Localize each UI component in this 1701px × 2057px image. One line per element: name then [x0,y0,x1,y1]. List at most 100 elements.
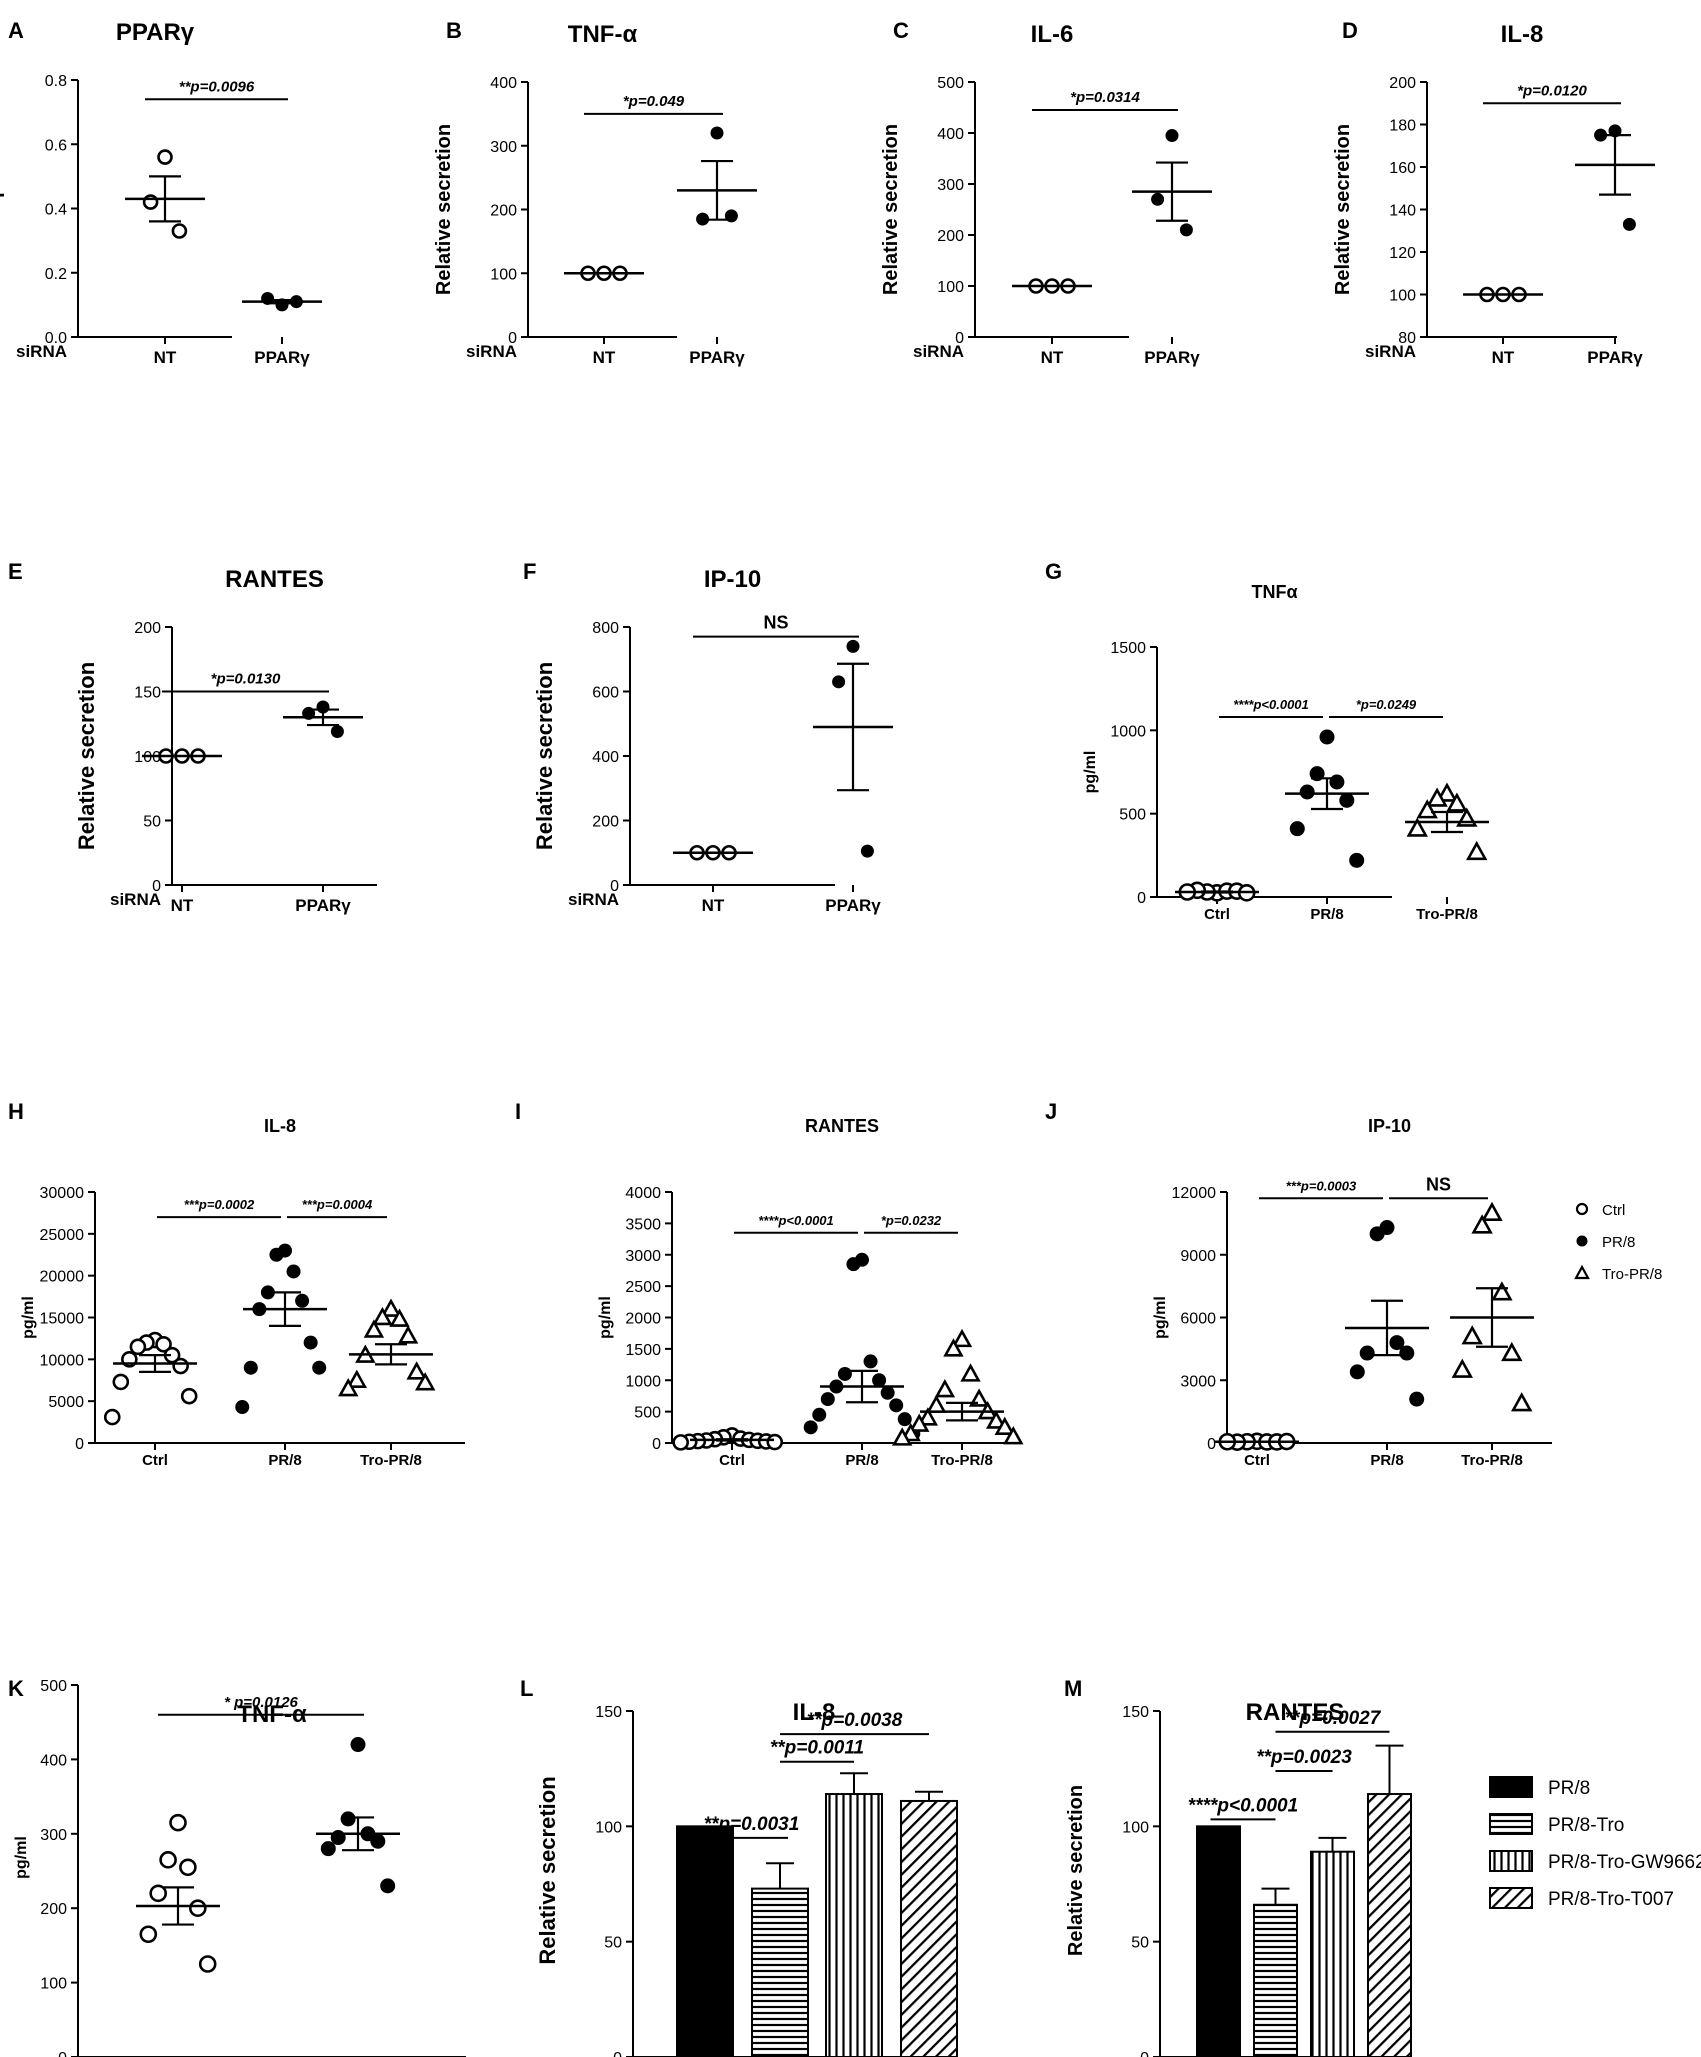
significance-label: **p=0.0038 [807,1710,903,1731]
y-tick-label: 0 [955,330,964,347]
data-point [1179,223,1193,237]
y-tick-label: 50 [604,1935,622,1952]
data-point [1416,799,1438,819]
y-tick-label: 0.6 [45,137,67,154]
y-tick-label: 200 [592,814,619,831]
data-point [710,126,724,140]
data-point [985,1410,1007,1429]
legend-label: Ctrl [1602,1202,1625,1219]
panel-d: D IL-8 80 100 120 140 160 180 200 Relative secret… [1332,18,1655,367]
data-point [1003,1426,1024,1445]
panel-label: M [1064,1676,1082,1701]
y-tick-label: 20000 [40,1269,85,1286]
x-tick-label: NT [1492,348,1515,367]
data-point [1491,1281,1513,1301]
y-tick-label: 3000 [1180,1373,1216,1390]
data-point [1339,792,1355,808]
y-tick-label: 50 [143,814,161,831]
significance-label: NS [1426,1174,1451,1194]
y-tick-label: 10000 [40,1352,85,1369]
data-point [159,1851,177,1869]
chart-title: IL-8 [793,1699,836,1726]
x-tick-label: PPARγ [1587,348,1643,367]
y-tick-label: 200 [134,620,161,637]
y-tick-label: 150 [595,1704,622,1721]
data-point [1319,729,1335,745]
chart-title: IL-8 [264,1116,296,1136]
y-axis-label: pg/ml [20,1296,37,1339]
y-axis-label: pg/ml [1082,751,1099,794]
chart-title: IL-8 [1501,21,1544,48]
x-tick-label: NT [1041,348,1064,367]
x-tick-label: PPARγ [295,896,351,915]
data-point [180,1387,198,1405]
data-point [832,675,846,689]
significance-label: **p=0.0031 [704,1814,800,1835]
y-axis-label: pg/ml [597,1296,614,1339]
y-tick-label: 200 [1389,75,1416,92]
data-point [837,1366,852,1381]
y-tick-label: 300 [937,177,964,194]
panel-k: KTNF-α0100200300400500pg/mlVehiclePPARG … [8,1676,466,2057]
y-tick-label: 400 [592,749,619,766]
y-tick-label: 80 [1398,330,1416,347]
x-tick-label: PR/8 [1310,906,1343,923]
data-point [1501,1341,1523,1362]
data-point [372,1306,393,1326]
y-tick-label: 400 [937,126,964,143]
legend-swatch [1489,1887,1533,1909]
data-point [389,1308,410,1327]
bar [1253,1903,1298,2057]
data-point [414,1372,436,1391]
x-tick-label: PR/8 [268,1452,301,1469]
data-point [1329,774,1345,790]
y-axis-label: Relative expression [0,115,5,303]
data-point [1349,1364,1365,1380]
y-tick-label: 0 [58,2050,67,2057]
significance-label: ****p<0.0001 [1233,697,1309,712]
data-point [1389,1335,1405,1351]
data-point [891,1427,913,1446]
data-point [169,1813,187,1832]
data-point [370,1833,386,1849]
bar [825,1793,883,2057]
panel-l: L IL-8 0 50 100 150 Relative secretion **p=0.00… [520,1676,958,2057]
data-point [286,1264,301,1279]
y-tick-label: 0 [613,2050,622,2057]
legend-label: PR/8-Tro-GW9662 [1548,1852,1701,1873]
y-tick-label: 0.8 [45,73,67,90]
x-tick-label: PR/8 [845,1452,878,1469]
y-tick-label: 3500 [625,1216,661,1233]
y-tick-label: 0 [152,878,161,895]
y-tick-label: 0 [610,878,619,895]
data-point [897,1412,912,1427]
panel-label: F [523,559,536,584]
data-point [1165,129,1179,143]
y-tick-label: 500 [634,1405,661,1422]
y-tick-label: 2500 [625,1279,661,1296]
significance-label: ****p<0.0001 [1188,1795,1298,1816]
panel-label: B [446,18,462,43]
data-point [397,1325,419,1344]
data-point [672,1434,690,1451]
y-tick-label: 12000 [1172,1185,1217,1202]
data-point [179,1858,197,1877]
bar [1310,1850,1355,2057]
y-tick-label: 500 [40,1678,67,1695]
significance-label: **p=0.0027 [1285,1708,1382,1729]
y-tick-label: 0 [75,1436,84,1453]
y-tick-label: 120 [1389,245,1416,262]
x-tick-label: Ctrl [142,1452,168,1469]
sirna-label: siRNA [913,342,964,361]
y-tick-label: 160 [1389,160,1416,177]
y-tick-label: 500 [1119,807,1146,824]
x-tick-label: NT [154,348,177,367]
panel-a: A PPARγ 0.0 0.2 0.4 0.6 0.8 Relative expression… [0,18,322,367]
data-point [1409,1391,1425,1407]
data-point [235,1400,250,1415]
legend-marker [1576,1235,1588,1247]
significance-label: **p=0.0023 [1256,1747,1352,1768]
y-tick-label: 150 [134,685,161,702]
significance-label: *p=0.0232 [881,1213,942,1228]
